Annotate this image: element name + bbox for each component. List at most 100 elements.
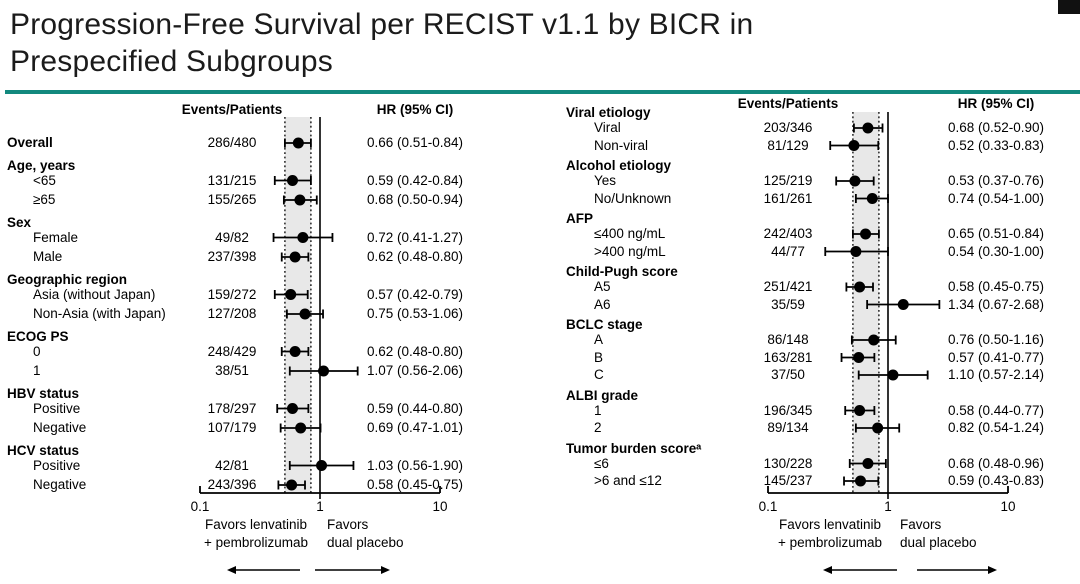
- row-label: <65: [33, 172, 56, 188]
- hr-point: [897, 299, 909, 310]
- row-label: A: [594, 332, 604, 347]
- row-hr-text: 0.72 (0.41-1.27): [366, 229, 464, 245]
- x-tick-label: 10: [1000, 499, 1016, 514]
- row-events: 286/480: [207, 135, 257, 150]
- hr-point: [286, 479, 298, 491]
- row-events: 81/129: [767, 137, 809, 153]
- favors-right-arrowhead: [988, 566, 997, 574]
- row-label: Male: [33, 249, 63, 264]
- x-tick-label: 10: [432, 499, 448, 514]
- hr-point: [854, 405, 866, 416]
- page-title-line-1: Progression-Free Survival per RECIST v1.…: [10, 8, 754, 41]
- row-hr-text: 0.68 (0.48-0.96): [947, 455, 1045, 471]
- row-hr-text: 0.75 (0.53-1.06): [366, 306, 464, 321]
- row-label: A6: [594, 296, 611, 312]
- row-group-label: ECOG PS: [7, 328, 69, 344]
- row-label: 1: [594, 402, 602, 418]
- row-group-label: Age, years: [7, 157, 76, 173]
- favors-right-label: Favors dual placebo: [900, 517, 977, 550]
- row-hr-text: 0.68 (0.50-0.94): [366, 192, 464, 207]
- row-label: ≥65: [33, 192, 56, 207]
- row-hr-text: 0.76 (0.50-1.16): [947, 332, 1045, 347]
- row-label: Positive: [33, 457, 81, 473]
- row-hr-text: 0.62 (0.48-0.80): [366, 343, 464, 359]
- row-hr-text: 0.65 (0.51-0.84): [947, 226, 1045, 241]
- row-label: Positive: [33, 400, 81, 416]
- hr-point: [316, 460, 328, 471]
- hr-point: [285, 289, 297, 300]
- favors-left-arrowhead: [227, 566, 236, 574]
- row-group-label: Child-Pugh score: [566, 264, 678, 279]
- row-label: Non-viral: [594, 137, 649, 153]
- hr-point: [854, 281, 866, 293]
- row-events: 130/228: [763, 455, 813, 471]
- events-patients-header: Events/Patients: [181, 102, 283, 117]
- row-label: ≤6: [594, 455, 609, 471]
- row-hr-text: 0.74 (0.54-1.00): [947, 190, 1045, 206]
- row-label: 2: [594, 420, 602, 435]
- row-hr-text: 1.07 (0.56-2.06): [366, 363, 464, 378]
- row-events: 161/261: [763, 190, 813, 206]
- row-events: 42/81: [215, 457, 249, 473]
- row-events: 237/398: [207, 249, 257, 264]
- row-events: 196/345: [763, 402, 813, 418]
- hr-ci-header: HR (95% CI): [957, 96, 1035, 111]
- hr-point: [849, 175, 861, 187]
- hr-point: [866, 193, 878, 204]
- row-group-label: Geographic region: [7, 271, 128, 287]
- row-group-label: Sex: [7, 214, 32, 230]
- row-label: ≤400 ng/mL: [594, 226, 666, 241]
- row-hr-text: 1.10 (0.57-2.14): [947, 367, 1045, 382]
- hr-point: [289, 251, 301, 263]
- hr-point: [848, 140, 860, 151]
- row-label: Asia (without Japan): [33, 286, 156, 302]
- hr-point: [887, 369, 899, 381]
- row-hr-text: 0.62 (0.48-0.80): [366, 249, 464, 264]
- favors-left-label: Favors lenvatinib + pembrolizumab: [204, 517, 308, 550]
- row-label: C: [594, 367, 604, 382]
- hr-point: [287, 403, 299, 414]
- row-hr-text: 0.59 (0.42-0.84): [366, 172, 464, 188]
- hr-point: [868, 334, 880, 346]
- row-events: 163/281: [763, 349, 813, 365]
- row-hr-text: 0.54 (0.30-1.00): [947, 243, 1045, 259]
- page-title: Progression-Free Survival per RECIST v1.…: [10, 6, 1010, 80]
- favors-right-arrowhead: [381, 566, 390, 574]
- row-events: 86/148: [767, 332, 809, 347]
- row-events: 155/265: [207, 192, 257, 207]
- hr-point: [862, 458, 874, 469]
- row-events: 248/429: [207, 343, 257, 359]
- row-hr-text: 0.58 (0.45-0.75): [947, 279, 1045, 294]
- row-label: 1: [33, 363, 41, 378]
- hr-point: [862, 122, 874, 134]
- hr-ci-header: HR (95% CI): [376, 102, 454, 117]
- hr-point: [292, 137, 304, 149]
- hr-point: [289, 346, 301, 357]
- x-tick-label: 1: [884, 499, 892, 514]
- row-events: 125/219: [763, 173, 813, 188]
- hr-point: [294, 194, 306, 206]
- row-events: 131/215: [207, 172, 257, 188]
- hr-point: [872, 422, 884, 434]
- row-label: Female: [33, 229, 79, 245]
- hr-point: [318, 365, 330, 377]
- row-hr-text: 0.57 (0.41-0.77): [947, 349, 1045, 365]
- hr-point: [860, 228, 872, 240]
- row-hr-text: 0.68 (0.52-0.90): [947, 120, 1045, 135]
- row-hr-text: 0.58 (0.44-0.77): [947, 402, 1045, 418]
- row-group-label: Viral etiology: [566, 105, 651, 120]
- row-group-label: HBV status: [7, 385, 80, 401]
- row-label: 0: [33, 343, 41, 359]
- row-hr-text: 0.59 (0.44-0.80): [366, 400, 464, 416]
- row-events: 159/272: [207, 286, 257, 302]
- x-tick-label: 1: [316, 499, 324, 514]
- row-group-label: AFP: [566, 211, 593, 226]
- hr-point: [295, 422, 307, 434]
- page-title-line-2: Prespecified Subgroups: [10, 45, 333, 78]
- row-hr-text: 0.58 (0.45-0.75): [366, 477, 464, 492]
- corner-mark: [1058, 0, 1080, 14]
- favors-left-label: Favors lenvatinib + pembrolizumab: [778, 517, 882, 550]
- row-hr-text: 0.53 (0.37-0.76): [947, 173, 1045, 188]
- row-events: 203/346: [763, 120, 813, 135]
